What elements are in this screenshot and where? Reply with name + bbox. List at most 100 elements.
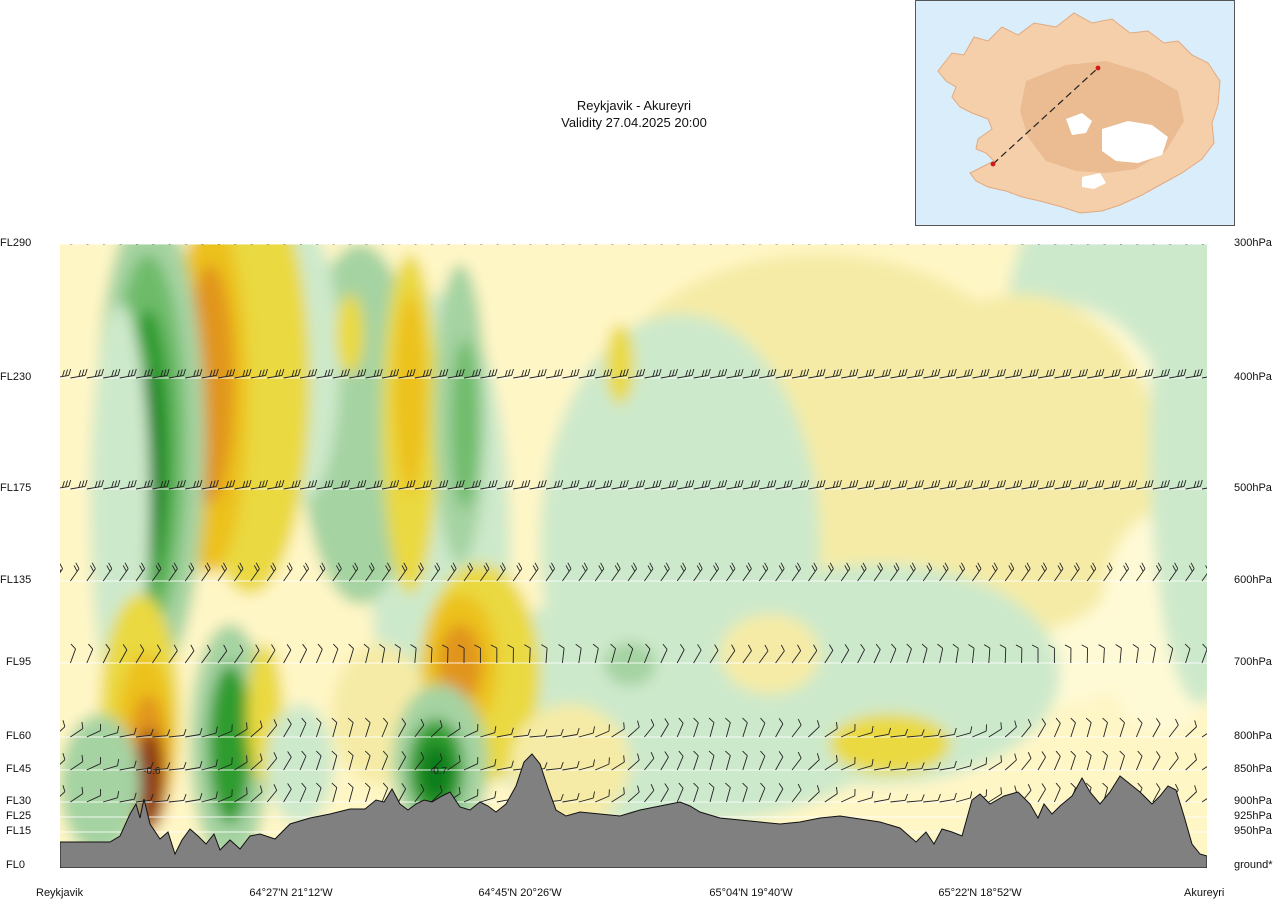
barb-feather bbox=[467, 565, 472, 572]
barb-feather bbox=[144, 369, 147, 377]
wind-barb-icon bbox=[168, 368, 186, 379]
barb-shaft bbox=[332, 485, 348, 490]
barb-feather bbox=[1128, 369, 1131, 377]
barb-shaft bbox=[332, 648, 339, 664]
wind-barb-icon bbox=[988, 479, 1006, 490]
barb-feather bbox=[603, 369, 607, 377]
wind-barb-icon bbox=[364, 717, 371, 738]
y-tick-label-right: 700hPa bbox=[1234, 656, 1272, 668]
barb-feather bbox=[1019, 368, 1023, 376]
barb-feather bbox=[455, 480, 459, 488]
barb-feather bbox=[1194, 753, 1197, 760]
barb-feather bbox=[173, 562, 178, 569]
barb-feather bbox=[1055, 717, 1061, 724]
barb-feather bbox=[565, 565, 570, 572]
wind-barb-icon bbox=[937, 643, 944, 664]
barb-feather bbox=[434, 565, 439, 572]
wind-barb-icon bbox=[490, 644, 498, 664]
barb-feather bbox=[671, 369, 675, 377]
wind-barb-icon bbox=[759, 368, 777, 379]
barb-feather bbox=[420, 718, 425, 726]
wind-barb-icon bbox=[1087, 479, 1105, 490]
barb-feather bbox=[1163, 369, 1167, 377]
barb-shaft bbox=[168, 799, 184, 803]
barb-shaft bbox=[1119, 374, 1135, 379]
barb-feather bbox=[609, 368, 613, 376]
wind-barb-icon bbox=[1136, 368, 1154, 379]
wind-barb-icon bbox=[1119, 750, 1125, 771]
wind-barb-icon bbox=[841, 789, 856, 803]
barb-feather bbox=[1160, 480, 1164, 488]
barb-shaft bbox=[266, 725, 278, 738]
wind-barb-icon bbox=[1115, 644, 1122, 664]
barb-shaft bbox=[365, 722, 371, 738]
barb-shaft bbox=[463, 795, 478, 803]
barb-feather bbox=[410, 644, 417, 649]
wind-barb-icon bbox=[1152, 479, 1170, 490]
barb-feather bbox=[494, 368, 498, 376]
barb-feather bbox=[953, 368, 957, 376]
barb-shaft bbox=[201, 797, 217, 803]
wind-barb-icon bbox=[234, 644, 244, 664]
barb-feather bbox=[335, 565, 340, 572]
barb-shaft bbox=[217, 568, 227, 582]
barb-feather bbox=[382, 782, 389, 789]
wind-barb-icon bbox=[952, 643, 959, 664]
barb-feather bbox=[130, 369, 134, 377]
wind-barb-icon bbox=[627, 368, 646, 379]
barb-shaft bbox=[398, 485, 414, 490]
wind-barb-icon bbox=[709, 562, 719, 582]
barb-shaft bbox=[447, 728, 461, 738]
barb-feather bbox=[255, 644, 260, 651]
wind-barb-icon bbox=[906, 643, 912, 664]
barb-shaft bbox=[315, 722, 322, 738]
wind-barb-icon bbox=[381, 782, 389, 803]
barb-feather bbox=[786, 480, 790, 488]
wind-barb-icon bbox=[1048, 644, 1055, 663]
barb-shaft bbox=[742, 568, 752, 582]
barb-feather bbox=[608, 757, 610, 765]
wind-barb-icon bbox=[447, 479, 465, 490]
wind-barb-icon bbox=[1135, 750, 1143, 771]
barb-feather bbox=[1163, 480, 1167, 488]
barb-feather bbox=[740, 368, 744, 376]
barb-feather bbox=[816, 753, 820, 760]
barb-feather bbox=[458, 480, 462, 488]
wind-barb-icon bbox=[135, 644, 145, 664]
wind-barb-icon bbox=[496, 479, 514, 490]
wind-barb-icon bbox=[1168, 562, 1179, 582]
barb-feather bbox=[891, 643, 897, 650]
barb-feather bbox=[598, 565, 603, 572]
barb-feather bbox=[261, 480, 265, 488]
wind-barb-icon bbox=[660, 562, 670, 582]
barb-feather bbox=[655, 480, 659, 488]
wind-barb-icon bbox=[1135, 717, 1143, 738]
wind-barb-icon bbox=[644, 562, 654, 582]
barb-feather bbox=[682, 562, 687, 569]
barb-feather bbox=[330, 479, 334, 487]
wind-barb-icon bbox=[103, 368, 121, 379]
barb-shaft bbox=[332, 568, 342, 582]
wind-barb-icon bbox=[1152, 751, 1161, 771]
barb-shaft bbox=[119, 485, 135, 490]
barb-feather bbox=[789, 479, 793, 487]
wind-barb-icon bbox=[185, 760, 203, 771]
wind-barb-icon bbox=[775, 783, 784, 803]
barb-shaft bbox=[660, 485, 676, 490]
barb-feather bbox=[259, 720, 263, 728]
barb-feather bbox=[455, 369, 459, 377]
wind-barb-icon bbox=[1152, 718, 1161, 738]
barb-feather bbox=[724, 479, 728, 487]
wind-barb-icon bbox=[923, 728, 941, 738]
barb-feather bbox=[396, 368, 400, 376]
barb-feather bbox=[583, 562, 588, 569]
wind-barb-icon bbox=[562, 792, 580, 803]
barb-feather bbox=[393, 369, 396, 377]
barb-feather bbox=[803, 480, 806, 488]
wind-barb-icon bbox=[463, 479, 482, 490]
barb-feather bbox=[953, 792, 957, 800]
barb-shaft bbox=[1201, 568, 1207, 582]
barb-shaft bbox=[168, 374, 184, 379]
barb-feather bbox=[832, 369, 836, 377]
barb-feather bbox=[942, 565, 947, 572]
